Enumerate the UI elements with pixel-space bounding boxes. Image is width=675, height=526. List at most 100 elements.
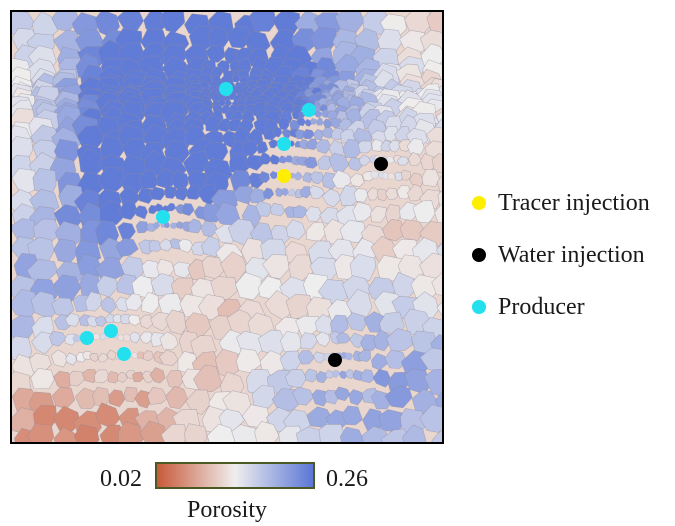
legend-label: Water injection [498, 241, 645, 268]
mesh-cell [406, 138, 425, 155]
mesh-cell [341, 405, 363, 426]
mesh-cell [321, 188, 342, 208]
mesh-cell [269, 154, 281, 165]
mesh-cell [160, 423, 187, 442]
mesh-cell [81, 368, 97, 384]
tracer-injection-well-marker [277, 169, 291, 183]
mesh-cell [308, 184, 325, 199]
mesh-cell [431, 430, 442, 442]
producer-well-marker [156, 210, 170, 224]
mesh-cell [317, 155, 333, 170]
mesh-cell [358, 154, 371, 166]
mesh-cell [381, 218, 407, 242]
producer-well-marker [104, 324, 118, 338]
mesh-cell [73, 423, 100, 442]
mesh-cell [314, 139, 332, 155]
voronoi-grid [12, 12, 442, 442]
mesh-cell [309, 171, 325, 185]
mesh-cell [139, 314, 154, 330]
legend-label: Tracer injection [498, 189, 650, 216]
mesh-cell [386, 328, 414, 353]
tracer-injection-marker-icon [472, 196, 486, 210]
mesh-cell [125, 293, 144, 312]
mesh-cell [315, 111, 323, 118]
mesh-cell [303, 156, 318, 169]
mesh-cell [150, 312, 172, 332]
mesh-cell [148, 239, 163, 252]
mesh-cell [292, 205, 309, 219]
mesh-cell [302, 172, 313, 183]
mesh-cell [100, 296, 117, 314]
mesh-cell [53, 426, 79, 442]
mesh-cell [112, 313, 123, 324]
mesh-cell [64, 312, 80, 327]
mesh-cell [258, 151, 273, 165]
mesh-cell [108, 389, 126, 408]
mesh-cell [49, 330, 67, 347]
mesh-cell [384, 349, 408, 369]
mesh-cell [401, 424, 427, 442]
mesh-cell [271, 12, 301, 35]
mesh-cell [376, 188, 389, 202]
mesh-cell [269, 202, 286, 217]
mesh-cell [206, 423, 236, 442]
mesh-cell [278, 155, 287, 164]
mesh-cell [344, 368, 355, 379]
mesh-cell [94, 315, 107, 327]
mesh-cell [261, 253, 290, 279]
mesh-cell [182, 203, 195, 217]
mesh-cell [318, 423, 346, 442]
mesh-cell [314, 331, 331, 347]
mesh-cell [187, 218, 203, 234]
mesh-cell [94, 256, 125, 280]
mesh-cell [304, 368, 318, 383]
mesh-cell [305, 138, 319, 151]
mesh-cell [436, 175, 442, 193]
mesh-cell [386, 156, 395, 164]
mesh-cell [228, 94, 235, 101]
mesh-cell [385, 187, 399, 201]
mesh-cell [30, 367, 55, 390]
mesh-cell [159, 12, 186, 34]
mesh-cell [288, 188, 296, 197]
mesh-cell [298, 138, 309, 150]
mesh-cell [72, 334, 81, 343]
legend-item-producer: Producer [472, 281, 650, 333]
mesh-cell [380, 139, 393, 152]
mesh-cell [297, 350, 315, 365]
mesh-cell [115, 238, 139, 257]
mesh-cell [122, 333, 132, 342]
mesh-cell [332, 369, 340, 379]
mesh-cell [139, 331, 154, 344]
mesh-cell [299, 332, 318, 350]
mesh-cell [388, 139, 401, 153]
mesh-cell [164, 222, 170, 229]
mesh-cell [321, 127, 335, 139]
mesh-cell [117, 334, 125, 341]
mesh-cell [175, 221, 184, 230]
mesh-cell [324, 369, 335, 379]
mesh-cell [408, 152, 423, 166]
mesh-cell [79, 314, 91, 327]
mesh-cell [104, 313, 115, 324]
porosity-mesh-map [10, 10, 444, 444]
mesh-cell [173, 186, 188, 201]
mesh-cell [387, 172, 396, 181]
mesh-cell [129, 331, 141, 344]
mesh-cell [384, 385, 413, 409]
mesh-cell [294, 129, 306, 140]
mesh-cell [241, 140, 259, 157]
mesh-cell [286, 219, 306, 240]
mesh-cell [342, 138, 362, 159]
colorbar-max-label: 0.26 [326, 466, 368, 492]
mesh-cell [249, 12, 277, 32]
mesh-cell [400, 169, 412, 181]
legend-item-water-injection: Water injection [472, 229, 650, 281]
mesh-cell [89, 352, 99, 362]
mesh-cell [141, 291, 160, 314]
mesh-cell [309, 118, 318, 125]
mesh-cell [396, 185, 412, 200]
mesh-cell [399, 219, 425, 242]
mesh-cell [339, 219, 366, 243]
mesh-cell [357, 140, 373, 154]
